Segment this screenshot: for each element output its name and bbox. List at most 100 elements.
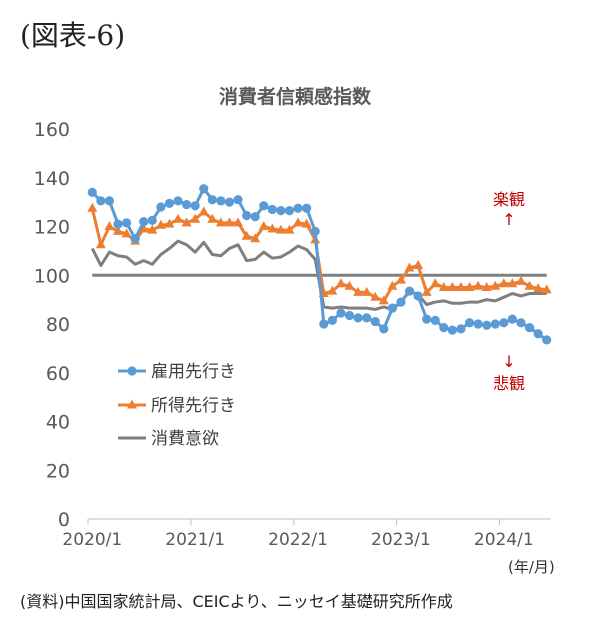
data-point — [541, 284, 552, 294]
y-tick-label: 40 — [46, 412, 70, 434]
data-point — [421, 286, 432, 296]
series-layer — [87, 184, 552, 345]
data-point — [378, 295, 389, 305]
data-point — [276, 206, 286, 216]
annotation-up-arrow: ↑ — [502, 210, 515, 229]
data-point — [104, 196, 115, 206]
data-point — [164, 198, 175, 208]
y-tick-label: 0 — [58, 509, 70, 531]
data-point — [87, 187, 97, 197]
x-tick-label: 2020/1 — [62, 530, 122, 550]
y-tick-label: 120 — [34, 217, 70, 239]
legend-marker — [127, 366, 137, 376]
data-point — [447, 325, 457, 335]
data-point — [121, 218, 132, 228]
data-point — [233, 217, 244, 227]
data-point — [533, 283, 544, 293]
y-tick-label: 100 — [34, 265, 70, 287]
data-point — [379, 324, 389, 334]
data-point — [370, 291, 381, 301]
data-point — [155, 219, 166, 229]
data-point — [439, 323, 449, 333]
annotation-optimism: 楽観 — [493, 190, 525, 209]
data-point — [336, 308, 346, 318]
data-point — [293, 217, 304, 227]
data-point — [147, 224, 158, 234]
data-point — [438, 281, 449, 291]
data-point — [96, 196, 106, 206]
data-point — [430, 315, 440, 325]
annotation-pessimism: 悲観 — [493, 374, 525, 393]
data-point — [241, 230, 252, 240]
data-point — [490, 280, 501, 290]
y-tick-label: 20 — [46, 460, 70, 482]
data-point — [207, 213, 218, 223]
y-tick-label: 140 — [34, 168, 70, 190]
data-point — [533, 329, 543, 339]
data-point — [207, 195, 217, 205]
data-point — [413, 291, 423, 301]
data-point — [275, 224, 286, 234]
data-point — [473, 280, 484, 290]
data-point — [130, 234, 140, 244]
data-point — [498, 278, 509, 288]
data-point — [198, 206, 209, 216]
data-point — [516, 318, 526, 328]
data-point — [455, 281, 466, 291]
y-tick-label: 60 — [46, 363, 70, 385]
data-point — [413, 260, 424, 269]
data-point — [301, 218, 312, 228]
data-point — [190, 201, 200, 211]
y-tick-label: 80 — [46, 314, 70, 336]
data-point — [242, 210, 252, 221]
data-point — [499, 318, 509, 328]
legend-marker — [127, 399, 137, 409]
x-tick-label: 2021/1 — [165, 530, 225, 550]
source-note: (資料)中国国家統計局、CEICより、ニッセイ基礎研究所作成 — [20, 592, 453, 611]
data-point — [284, 224, 295, 234]
data-point — [542, 335, 552, 345]
data-point — [173, 196, 183, 206]
data-point — [87, 202, 98, 212]
data-point — [293, 203, 303, 213]
data-point — [464, 281, 475, 291]
data-point — [327, 315, 337, 325]
x-tick-label: 2023/1 — [371, 530, 431, 550]
chart-title: 消費者信頼感指数 — [218, 86, 371, 108]
data-point — [473, 319, 483, 329]
data-point — [404, 262, 415, 272]
data-point — [396, 297, 406, 307]
data-point — [156, 202, 166, 212]
data-point — [353, 286, 364, 296]
x-axis: 2020/1 2021/1 2022/1 2023/1 2024/1 — [62, 518, 551, 550]
legend-label: 消費意欲 — [151, 429, 219, 449]
data-point — [250, 233, 261, 243]
annotation-down-arrow: ↓ — [502, 352, 515, 371]
data-point — [422, 314, 432, 324]
data-point — [335, 278, 346, 288]
data-point — [515, 275, 526, 285]
data-point — [344, 280, 355, 290]
data-point — [95, 239, 106, 249]
data-point — [482, 320, 492, 330]
x-axis-unit-label: (年/月) — [508, 558, 555, 576]
data-point — [121, 228, 132, 238]
data-point — [258, 221, 269, 230]
data-point — [224, 197, 235, 207]
data-point — [361, 286, 372, 296]
data-point — [199, 184, 209, 194]
data-point — [224, 217, 235, 227]
data-point — [353, 313, 363, 323]
data-point — [404, 286, 415, 296]
y-axis-labels: 0 20 40 60 80 100 120 140 160 — [34, 119, 70, 531]
data-point — [370, 316, 380, 327]
data-point — [395, 274, 406, 284]
data-point — [250, 212, 260, 222]
data-point — [327, 285, 338, 295]
legend-label: 所得先行き — [151, 396, 236, 416]
data-point — [524, 280, 535, 290]
data-point — [139, 217, 149, 227]
data-point — [181, 217, 192, 227]
x-tick-label: 2024/1 — [474, 530, 534, 550]
data-point — [362, 313, 372, 323]
